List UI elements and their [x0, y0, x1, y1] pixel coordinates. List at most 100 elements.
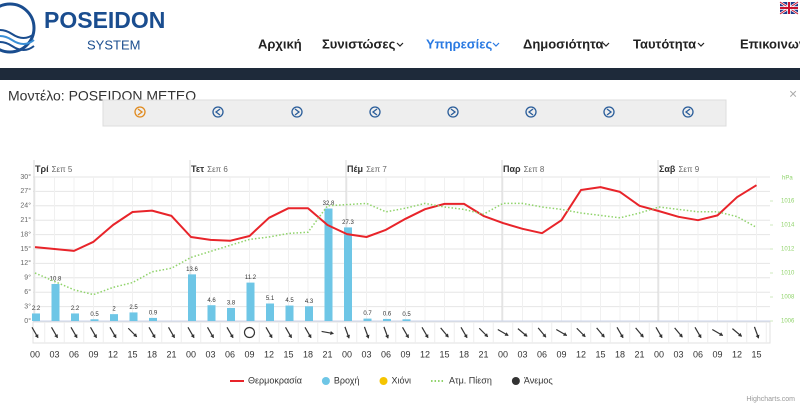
- x-tick-label: 12: [108, 349, 118, 359]
- x-tick-label: 21: [322, 349, 332, 359]
- nav-item[interactable]: Αρχική: [258, 36, 302, 51]
- rain-bar: [51, 283, 60, 321]
- wind-arrow: [556, 328, 568, 337]
- x-tick-label: 15: [751, 349, 761, 359]
- wind-arrow: [167, 327, 176, 339]
- wind-head: [171, 334, 175, 339]
- wind-head: [307, 334, 312, 339]
- x-tick-label: 06: [693, 349, 703, 359]
- rain-bar: [363, 318, 372, 321]
- x-tick-label: 15: [127, 349, 137, 359]
- wind-head: [444, 333, 449, 338]
- wind-head: [190, 334, 195, 339]
- x-tick-label: 15: [439, 349, 449, 359]
- wind-head: [424, 334, 429, 339]
- wind-head: [678, 333, 683, 338]
- day-date: Σεπ 6: [207, 165, 228, 174]
- wind-head: [563, 332, 568, 336]
- wind-head: [738, 332, 742, 337]
- y2-tick-label: 1016: [781, 199, 795, 205]
- x-tick-label: 09: [400, 349, 410, 359]
- legend-label[interactable]: Βροχή: [334, 375, 360, 385]
- y-tick-label: 27°: [20, 187, 31, 195]
- wind-arrow: [753, 326, 760, 339]
- legend-label[interactable]: Χιόνι: [392, 375, 412, 385]
- x-tick-label: 18: [615, 349, 625, 359]
- x-tick-label: 09: [712, 349, 722, 359]
- data-label: 0.5: [402, 312, 411, 318]
- day-label: Τετ Σεπ 6: [191, 164, 228, 174]
- x-tick-label: 03: [49, 349, 59, 359]
- wind-head: [484, 333, 489, 338]
- legend-label[interactable]: Θερμοκρασία: [248, 375, 302, 385]
- legend-symbol: [321, 377, 330, 385]
- wind-arrow: [635, 327, 644, 338]
- x-tick-label: 12: [732, 349, 742, 359]
- data-label: 5.1: [266, 296, 275, 302]
- meteogram: 0° 3° 6° 9° 12° 15° 18° 21° 24° 27° 30° 1006 1008 101…: [20, 160, 795, 403]
- legend-label[interactable]: Ατμ. Πίεση: [449, 375, 492, 385]
- x-tick-label: 00: [186, 349, 196, 359]
- wind-arrow: [497, 328, 509, 337]
- data-label: 32.8: [323, 201, 335, 207]
- wind-head: [73, 334, 78, 339]
- wind-arrow: [226, 327, 234, 339]
- temperature-line: [34, 184, 758, 252]
- wind-arrow: [732, 328, 742, 337]
- day-date: Σεπ 5: [52, 165, 73, 174]
- wind-arrow: [344, 326, 350, 339]
- legend-symbol: [379, 377, 388, 385]
- wind-arrow: [537, 327, 547, 338]
- rain-bar: [383, 318, 391, 321]
- header: [0, 0, 800, 68]
- wind-arrow: [206, 327, 215, 339]
- data-label: 11.2: [245, 275, 257, 281]
- x-tick-label: 15: [283, 349, 293, 359]
- x-tick-label: 09: [88, 349, 98, 359]
- wind-head: [210, 334, 214, 339]
- x-tick-label: 12: [420, 349, 430, 359]
- nav-item[interactable]: Επικοινωνία: [740, 36, 800, 51]
- wind-arrow: [576, 327, 586, 338]
- nav-item[interactable]: Ταυτότητα: [633, 36, 696, 51]
- data-label: 2.5: [129, 305, 138, 311]
- data-label: 4.6: [207, 298, 216, 304]
- rain-bar: [71, 313, 79, 321]
- day-label: Πέμ Σεπ 7: [347, 164, 387, 174]
- nav-item[interactable]: Συνιστώσες: [322, 36, 396, 51]
- wind-arrow: [460, 327, 468, 339]
- nav-chevrons: [396, 42, 705, 47]
- nav-item[interactable]: Δημοσιότητα: [523, 36, 603, 51]
- wind-arrow: [694, 327, 702, 339]
- wind-head: [365, 334, 370, 339]
- legend-label[interactable]: Άνεμος: [524, 375, 554, 385]
- rain-bar: [129, 312, 138, 321]
- day-label: Σαβ Σεπ 9: [659, 164, 700, 174]
- wind-head: [112, 334, 117, 339]
- rain-bar: [110, 314, 118, 321]
- wind-head: [697, 334, 702, 339]
- data-label: 13.6: [186, 267, 198, 273]
- modal-close[interactable]: ×: [789, 86, 797, 102]
- nav-item-active[interactable]: Υπηρεσίες: [426, 36, 492, 51]
- rain-bar: [402, 319, 411, 321]
- data-label: 0.5: [90, 312, 99, 318]
- wind-arrow: [363, 326, 370, 339]
- x-tick-label: 12: [264, 349, 274, 359]
- uk-flag[interactable]: [779, 0, 799, 16]
- day-date: Σεπ 8: [524, 165, 545, 174]
- toolbar-buttons[interactable]: [134, 106, 694, 118]
- wind-head: [504, 332, 509, 336]
- day-name: Πέμ: [347, 164, 363, 174]
- wind-head: [330, 331, 334, 335]
- wind-head: [54, 334, 58, 339]
- x-tick-label: 21: [166, 349, 176, 359]
- wind-arrow: [50, 327, 59, 339]
- wind-arrow: [674, 327, 683, 338]
- wind-arrow: [712, 328, 724, 337]
- y-tick-label: 0°: [24, 317, 31, 325]
- day-name: Τρί: [35, 164, 49, 174]
- wind-head: [405, 334, 409, 339]
- rain-bar: [285, 305, 294, 321]
- wind-calm: [243, 326, 256, 339]
